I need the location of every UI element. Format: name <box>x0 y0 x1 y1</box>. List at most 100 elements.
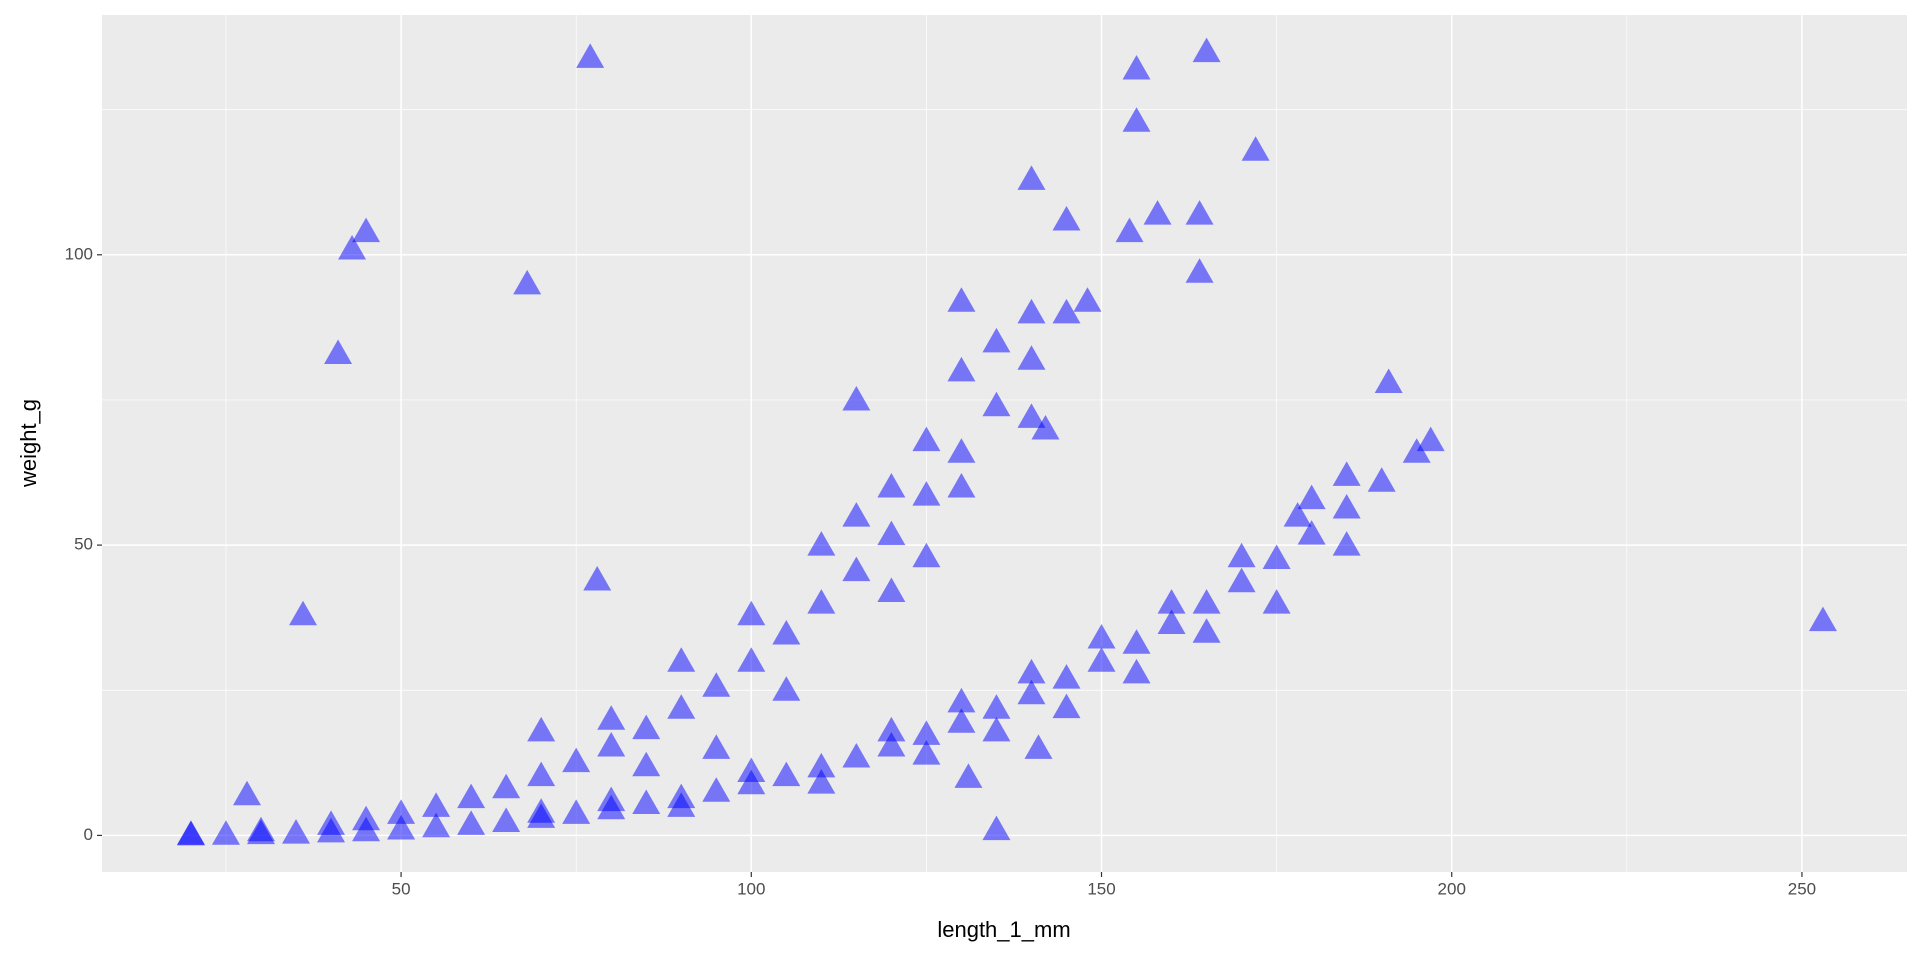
point <box>289 600 318 626</box>
point <box>211 820 240 845</box>
point <box>807 531 836 556</box>
point <box>1017 298 1046 324</box>
point <box>1052 298 1081 324</box>
point <box>387 815 416 840</box>
point <box>562 747 591 773</box>
point <box>1017 165 1046 190</box>
point <box>982 327 1011 353</box>
x-tick-label: 250 <box>1788 879 1816 898</box>
point <box>807 769 836 794</box>
point <box>338 234 367 260</box>
point <box>1087 624 1116 649</box>
point <box>912 426 941 452</box>
point <box>1115 217 1144 243</box>
point <box>772 676 801 701</box>
point <box>1283 502 1312 527</box>
point <box>1227 567 1256 593</box>
point <box>457 783 486 809</box>
point <box>1332 531 1361 556</box>
point <box>947 438 976 463</box>
point <box>1052 664 1081 689</box>
point <box>737 600 766 626</box>
point <box>422 812 451 838</box>
point <box>842 502 871 527</box>
point <box>947 356 976 382</box>
point <box>954 763 983 788</box>
point <box>772 761 801 787</box>
point <box>492 773 521 799</box>
point <box>282 819 311 844</box>
point <box>1227 542 1256 568</box>
point <box>632 714 661 740</box>
point <box>597 732 626 757</box>
point <box>667 647 696 672</box>
point <box>1332 493 1361 519</box>
point <box>422 792 451 817</box>
point <box>597 705 626 730</box>
point <box>982 716 1011 742</box>
point <box>324 339 353 365</box>
point <box>352 805 381 831</box>
point <box>702 734 731 759</box>
point <box>492 807 521 832</box>
point <box>1052 205 1081 231</box>
point <box>1017 658 1046 684</box>
x-axis-title: length_1_mm <box>937 917 1070 942</box>
point <box>1262 544 1291 569</box>
point <box>632 789 661 814</box>
point <box>947 287 976 312</box>
point <box>1122 107 1151 132</box>
point <box>1367 467 1396 492</box>
point <box>877 577 906 603</box>
point <box>1157 589 1186 614</box>
point <box>877 732 906 757</box>
point <box>1185 258 1214 283</box>
point <box>513 269 542 295</box>
point <box>807 589 836 614</box>
point <box>632 751 661 777</box>
point <box>947 708 976 733</box>
point <box>912 740 941 765</box>
point <box>1241 136 1270 161</box>
point <box>1122 629 1151 654</box>
point <box>1143 200 1172 225</box>
point <box>702 672 731 697</box>
y-tick-label: 100 <box>65 244 93 263</box>
point <box>1122 658 1151 684</box>
point <box>1185 200 1214 225</box>
point <box>1157 609 1186 634</box>
point <box>982 815 1011 841</box>
point <box>947 687 976 713</box>
point <box>576 43 605 68</box>
point <box>176 820 205 845</box>
point <box>877 520 906 546</box>
point <box>912 720 941 745</box>
point <box>1192 37 1221 63</box>
point <box>982 694 1011 719</box>
point <box>877 473 906 498</box>
point <box>1017 403 1046 428</box>
point <box>527 761 556 787</box>
point <box>737 647 766 672</box>
x-tick-label: 50 <box>392 879 411 898</box>
point <box>877 716 906 742</box>
point <box>667 694 696 719</box>
x-tick-label: 200 <box>1438 879 1466 898</box>
point <box>1332 461 1361 486</box>
point <box>352 217 381 243</box>
point <box>842 385 871 411</box>
x-tick-label: 100 <box>737 879 765 898</box>
point <box>1122 54 1151 80</box>
point <box>947 473 976 498</box>
point <box>1808 606 1837 632</box>
point <box>702 777 731 802</box>
point <box>1017 345 1046 370</box>
point <box>1031 414 1060 440</box>
point <box>583 565 612 591</box>
y-tick-label: 50 <box>74 535 93 554</box>
point <box>737 757 766 783</box>
x-tick-label: 150 <box>1087 879 1115 898</box>
y-axis-title: weight_g <box>16 399 41 488</box>
